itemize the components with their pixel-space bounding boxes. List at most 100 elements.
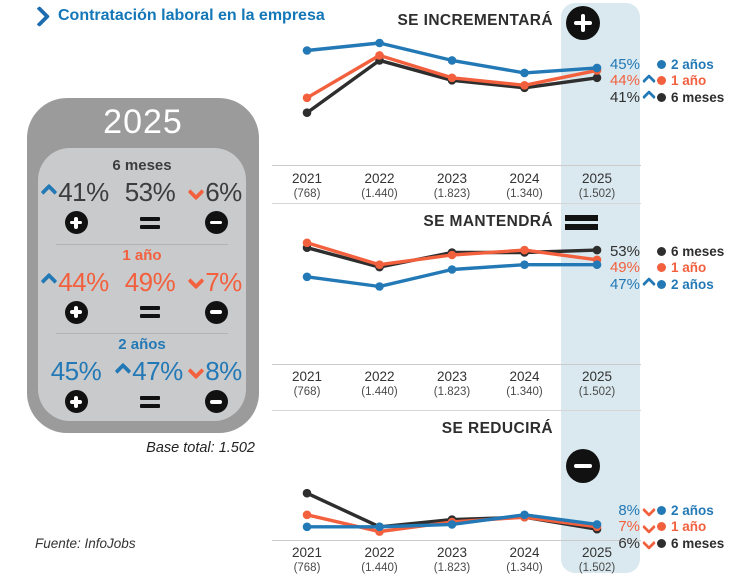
chart-legend: 53% 6 meses 49% 1 año 47% 2 años	[600, 243, 724, 293]
x-axis-base: (1.823)	[433, 386, 471, 398]
x-axis-label: 2022 (1.440)	[344, 171, 416, 200]
legend-row: 53% 6 meses	[600, 243, 724, 260]
x-axis-label: 2023 (1.823)	[416, 369, 488, 398]
legend-row: 47% 2 años	[600, 276, 724, 293]
data-point	[592, 260, 602, 269]
summary-panel-body: 6 meses 41% 53% 6% 1 año 44% 49%	[38, 148, 246, 421]
data-point	[375, 51, 384, 60]
line-chart-se-mantendra	[302, 238, 602, 291]
x-axis-base: (1.340)	[506, 562, 543, 574]
legend-row: 7% 1 año	[600, 518, 724, 536]
x-axis-label: 2024 (1.340)	[489, 171, 561, 200]
separator-line	[272, 410, 641, 411]
data-point	[520, 81, 529, 90]
equals-icon	[565, 215, 598, 230]
data-point	[592, 245, 602, 255]
up-chevron-icon	[640, 277, 657, 292]
data-point	[302, 108, 312, 117]
x-axis-base: (1.440)	[361, 188, 398, 200]
data-point	[302, 93, 312, 103]
x-axis-base: (768)	[293, 386, 321, 398]
x-axis-year: 2024	[509, 545, 540, 560]
x-axis-base: (1.340)	[506, 188, 543, 200]
chart-title-se-reducira: SE REDUCIRÁ	[441, 420, 553, 437]
legend-label: 1 año	[671, 260, 707, 276]
reduce-value: 8%	[205, 356, 242, 387]
down-chevron-icon	[187, 362, 205, 380]
x-axis-base: (1.340)	[506, 386, 543, 398]
legend-label: 1 año	[671, 519, 707, 535]
data-point	[375, 260, 384, 269]
data-point	[520, 510, 529, 520]
x-axis-label: 2025 (1.502)	[561, 369, 633, 398]
down-chevron-icon	[187, 272, 205, 290]
x-axis-label: 2022 (1.440)	[344, 369, 416, 398]
increase-value: 44%	[58, 266, 109, 297]
data-point	[592, 73, 602, 83]
x-axis-base: (1.502)	[578, 562, 616, 574]
divider	[56, 243, 228, 245]
x-axis-base: (1.823)	[433, 562, 471, 574]
x-axis-label: 2024 (1.340)	[489, 545, 561, 574]
legend-dot	[657, 263, 666, 273]
x-axis-base: (1.502)	[578, 188, 616, 200]
base-total-note: Base total: 1.502	[146, 440, 255, 456]
data-point	[592, 63, 602, 73]
x-axis-year: 2021	[291, 545, 323, 560]
data-point	[375, 38, 384, 48]
x-axis-label: 2025 (1.502)	[561, 171, 633, 200]
chart-title-se-mantendra: SE MANTENDRÁ	[423, 213, 553, 230]
data-point	[302, 46, 312, 55]
x-axis-year: 2021	[291, 369, 323, 384]
down-chevron-icon	[187, 183, 205, 200]
data-point	[375, 282, 384, 291]
data-point	[447, 520, 457, 529]
x-axis-base: (1.440)	[361, 386, 398, 398]
legend-label: 2 años	[671, 276, 714, 292]
plus-icon	[64, 300, 88, 324]
end-value-label: 47%	[609, 275, 640, 293]
end-value-label: 7%	[618, 518, 640, 536]
legend-dot	[657, 505, 666, 515]
page-title: Contratación laboral en la empresa	[58, 7, 325, 24]
end-value-label: 45%	[609, 55, 640, 73]
section-label: 1 año	[122, 246, 162, 264]
legend-dot	[657, 279, 666, 289]
legend-dot	[657, 76, 666, 86]
end-value-label: 41%	[609, 88, 640, 106]
x-axis-line	[272, 165, 641, 166]
plus-icon	[64, 211, 88, 234]
data-point	[447, 73, 457, 83]
data-point	[302, 488, 312, 498]
x-axis-year: 2023	[436, 171, 468, 186]
data-point	[447, 265, 457, 274]
increase-value: 45%	[50, 356, 102, 387]
end-value-label: 53%	[609, 242, 640, 260]
line-chart-se-reducira	[302, 488, 602, 536]
x-axis-label: 2021 (768)	[271, 171, 343, 200]
data-point	[375, 522, 384, 532]
end-value-label: 8%	[618, 501, 640, 519]
data-point	[520, 68, 529, 78]
x-axis-label: 2023 (1.823)	[416, 171, 488, 200]
down-chevron-icon	[640, 536, 657, 551]
section-label: 6 meses	[112, 157, 172, 174]
legend-label: 2 años	[671, 502, 714, 518]
maintain-value: 49%	[124, 266, 176, 297]
x-axis-year: 2023	[436, 545, 468, 560]
x-axis-base: (768)	[293, 188, 321, 200]
header-chevron-icon	[28, 5, 51, 28]
maintain-value: 53%	[124, 177, 176, 207]
minus-icon	[204, 300, 228, 324]
data-point	[447, 56, 457, 65]
series-line	[305, 58, 599, 115]
legend-label: 1 año	[671, 73, 707, 89]
chart-legend: 8% 2 años 7% 1 año 6% 6 meses	[600, 502, 724, 552]
equals-icon	[140, 216, 160, 229]
x-axis-label: 2021 (768)	[271, 545, 343, 574]
x-axis-year: 2025	[581, 369, 613, 384]
legend-label: 6 meses	[671, 89, 725, 105]
data-point	[520, 260, 529, 269]
minus-circle-icon	[566, 449, 600, 483]
